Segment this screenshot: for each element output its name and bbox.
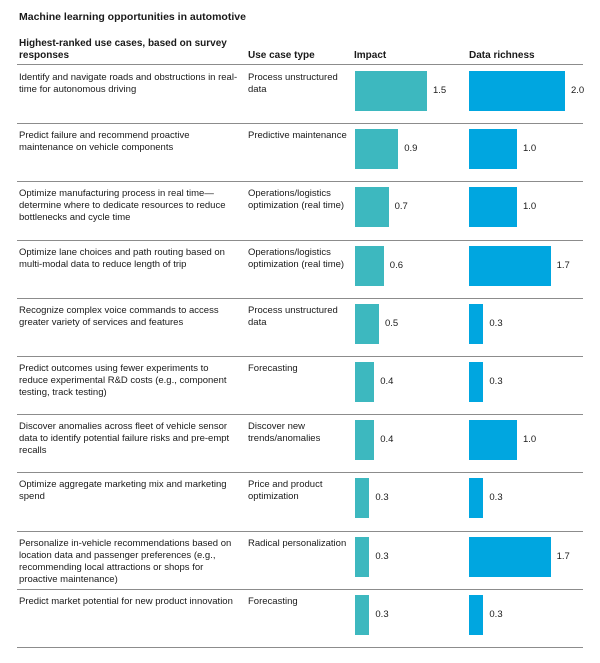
impact-bar xyxy=(355,594,370,635)
impact-value-label: 0.3 xyxy=(375,492,389,504)
data-richness-value-label: 1.0 xyxy=(523,143,537,155)
row-divider xyxy=(17,123,583,125)
impact-value-label: 0.3 xyxy=(375,550,389,562)
data-richness-bar xyxy=(469,71,565,111)
use-case-label: Discover anomalies across fleet of vehic… xyxy=(19,421,230,457)
impact-value-label: 1.5 xyxy=(433,85,447,96)
row-divider xyxy=(17,64,583,65)
table-row: Recognize complex voice commands to acce… xyxy=(0,299,600,357)
data-richness-bar xyxy=(469,594,484,635)
impact-value-label: 0.7 xyxy=(394,201,408,213)
chart-title: Machine learning opportunities in automo… xyxy=(19,11,246,23)
impact-value-label: 0.3 xyxy=(375,608,389,620)
header-use-case-type: Use case type xyxy=(248,50,315,61)
data-richness-bar xyxy=(469,420,517,461)
table-row: Identify and navigate roads and obstruct… xyxy=(0,66,600,124)
use-case-label: Predict market potential for new product… xyxy=(19,595,233,607)
row-divider xyxy=(17,530,583,532)
data-richness-value-label: 0.3 xyxy=(489,317,503,329)
impact-bar xyxy=(355,362,375,402)
data-richness-value-label: 1.0 xyxy=(523,434,537,446)
impact-value-label: 0.9 xyxy=(404,143,418,155)
use-case-label: Optimize manufacturing process in real t… xyxy=(19,188,226,224)
data-richness-value-label: 0.3 xyxy=(489,492,503,504)
row-divider xyxy=(17,414,583,416)
data-richness-bar xyxy=(469,303,484,344)
row-divider xyxy=(17,181,583,183)
use-case-label: Identify and navigate roads and obstruct… xyxy=(19,72,238,95)
impact-bar xyxy=(355,245,384,286)
data-richness-value-label: 0.3 xyxy=(489,376,503,387)
impact-value-label: 0.6 xyxy=(389,259,404,271)
use-case-type-label: Process unstructured data xyxy=(248,72,338,95)
table-row: Personalize in-vehicle recommendations b… xyxy=(0,532,600,590)
use-case-label: Predict outcomes using fewer experiments… xyxy=(19,363,227,398)
use-case-type-label: Radical personalization xyxy=(248,537,347,549)
table-row: Predict market potential for new product… xyxy=(0,590,600,648)
row-divider xyxy=(17,588,583,590)
data-richness-bar xyxy=(469,478,484,519)
row-divider xyxy=(17,239,583,241)
impact-bar xyxy=(355,129,399,170)
row-divider xyxy=(17,356,583,357)
table-row: Discover anomalies across fleet of vehic… xyxy=(0,415,600,473)
impact-bar xyxy=(355,536,370,577)
use-case-type-label: Price and product optimization xyxy=(248,479,323,503)
use-case-label: Recognize complex voice commands to acce… xyxy=(19,304,219,328)
table-row: Optimize manufacturing process in real t… xyxy=(0,182,600,240)
row-divider xyxy=(17,472,583,474)
row-divider xyxy=(17,647,583,648)
use-case-type-label: Predictive maintenance xyxy=(248,130,347,142)
use-case-type-label: Operations/logistics optimization (real … xyxy=(248,188,345,212)
impact-bar xyxy=(355,303,379,344)
data-richness-value-label: 2.0 xyxy=(571,85,585,96)
data-richness-bar xyxy=(469,129,517,170)
data-richness-value-label: 1.0 xyxy=(523,201,537,213)
table-row: Predict outcomes using fewer experiments… xyxy=(0,357,600,415)
impact-value-label: 0.5 xyxy=(385,317,399,329)
data-richness-value-label: 0.3 xyxy=(489,608,503,620)
use-case-type-label: Forecasting xyxy=(248,595,298,607)
impact-value-label: 0.4 xyxy=(380,434,394,446)
table-row: Optimize aggregate marketing mix and mar… xyxy=(0,473,600,531)
impact-bar xyxy=(355,187,389,228)
use-case-label: Predict failure and recommend proactive … xyxy=(19,130,190,154)
data-richness-bar xyxy=(469,245,551,286)
data-richness-value-label: 1.7 xyxy=(556,259,570,271)
use-case-type-label: Operations/logistics optimization (real … xyxy=(248,246,345,270)
data-richness-bar xyxy=(469,536,551,577)
impact-bar xyxy=(355,71,427,111)
data-richness-bar xyxy=(469,362,484,402)
table-row: Optimize lane choices and path routing b… xyxy=(0,241,600,299)
data-richness-value-label: 1.7 xyxy=(556,550,570,562)
impact-bar xyxy=(355,420,375,461)
header-impact: Impact xyxy=(354,50,387,61)
use-case-type-label: Process unstructured data xyxy=(248,304,338,328)
use-case-type-label: Forecasting xyxy=(248,363,298,374)
header-use-case: Highest-ranked use cases, based on surve… xyxy=(19,38,227,61)
table-row: Predict failure and recommend proactive … xyxy=(0,124,600,182)
header-data-richness: Data richness xyxy=(469,50,535,61)
row-divider xyxy=(17,297,583,299)
impact-value-label: 0.4 xyxy=(380,376,394,387)
data-richness-bar xyxy=(469,187,517,228)
use-case-label: Optimize lane choices and path routing b… xyxy=(19,246,225,270)
impact-bar xyxy=(355,478,370,519)
use-case-type-label: Discover new trends/anomalies xyxy=(248,421,321,445)
use-case-label: Personalize in-vehicle recommendations b… xyxy=(19,537,232,585)
use-case-label: Optimize aggregate marketing mix and mar… xyxy=(19,479,227,503)
